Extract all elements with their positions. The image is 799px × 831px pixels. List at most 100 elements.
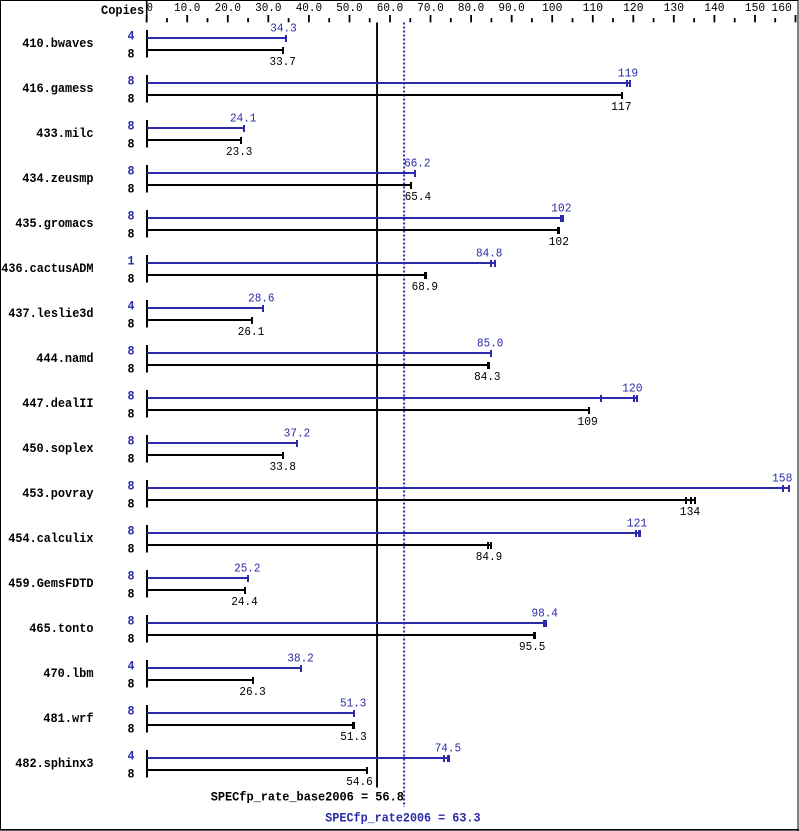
svg-text:8: 8 [128, 390, 135, 404]
svg-text:130: 130 [664, 1, 684, 15]
svg-text:8: 8 [128, 120, 135, 134]
svg-text:65.4: 65.4 [405, 190, 431, 204]
svg-text:8: 8 [128, 480, 135, 494]
svg-text:33.7: 33.7 [270, 55, 296, 69]
svg-text:8: 8 [128, 767, 135, 781]
svg-text:120: 120 [622, 381, 642, 395]
svg-text:434.zeusmp: 434.zeusmp [22, 172, 93, 186]
svg-text:482.sphinx3: 482.sphinx3 [15, 757, 93, 771]
svg-text:8: 8 [128, 497, 135, 511]
svg-text:4: 4 [128, 660, 135, 674]
svg-text:453.povray: 453.povray [22, 487, 94, 501]
svg-text:4: 4 [128, 300, 135, 314]
svg-text:416.gamess: 416.gamess [22, 82, 93, 96]
svg-text:8: 8 [128, 407, 135, 421]
svg-text:33.8: 33.8 [270, 460, 296, 474]
svg-text:121: 121 [627, 516, 647, 530]
svg-text:8: 8 [128, 92, 135, 106]
svg-text:435.gromacs: 435.gromacs [15, 217, 93, 231]
svg-text:4: 4 [128, 30, 135, 44]
svg-text:8: 8 [128, 165, 135, 179]
svg-text:450.soplex: 450.soplex [22, 442, 94, 456]
svg-text:0: 0 [147, 1, 153, 15]
svg-text:90.0: 90.0 [498, 1, 524, 15]
svg-text:8: 8 [128, 272, 135, 286]
svg-text:84.3: 84.3 [474, 370, 500, 384]
svg-text:447.dealII: 447.dealII [22, 397, 93, 411]
svg-text:8: 8 [128, 677, 135, 691]
svg-text:74.5: 74.5 [435, 741, 461, 755]
svg-text:8: 8 [128, 317, 135, 331]
svg-text:70.0: 70.0 [417, 1, 443, 15]
svg-text:8: 8 [128, 362, 135, 376]
svg-text:470.lbm: 470.lbm [43, 667, 94, 681]
svg-text:24.4: 24.4 [231, 595, 257, 609]
svg-text:8: 8 [128, 75, 135, 89]
svg-text:120: 120 [623, 1, 643, 15]
svg-text:80.0: 80.0 [458, 1, 484, 15]
svg-text:85.0: 85.0 [477, 336, 503, 350]
svg-text:100: 100 [542, 1, 562, 15]
svg-text:SPECfp_rate2006 = 63.3: SPECfp_rate2006 = 63.3 [325, 811, 480, 825]
svg-text:68.9: 68.9 [412, 280, 438, 294]
svg-text:8: 8 [128, 227, 135, 241]
svg-text:25.2: 25.2 [234, 561, 260, 575]
svg-text:437.leslie3d: 437.leslie3d [8, 307, 93, 321]
svg-text:8: 8 [128, 705, 135, 719]
svg-text:1: 1 [128, 255, 135, 269]
svg-text:26.1: 26.1 [238, 325, 264, 339]
svg-text:102: 102 [549, 235, 569, 249]
svg-text:119: 119 [618, 66, 638, 80]
svg-text:4: 4 [128, 750, 135, 764]
svg-text:8: 8 [128, 587, 135, 601]
svg-text:20.0: 20.0 [215, 1, 241, 15]
svg-text:Copies: Copies [101, 4, 144, 18]
svg-text:98.4: 98.4 [532, 606, 558, 620]
svg-text:50.0: 50.0 [336, 1, 362, 15]
svg-text:8: 8 [128, 525, 135, 539]
svg-text:54.6: 54.6 [346, 775, 372, 789]
svg-text:84.8: 84.8 [476, 246, 502, 260]
svg-text:8: 8 [128, 632, 135, 646]
svg-text:140: 140 [704, 1, 724, 15]
svg-text:8: 8 [128, 542, 135, 556]
svg-text:158: 158 [772, 471, 792, 485]
svg-text:10.0: 10.0 [174, 1, 200, 15]
svg-text:459.GemsFDTD: 459.GemsFDTD [8, 577, 94, 591]
svg-text:8: 8 [128, 182, 135, 196]
svg-text:26.3: 26.3 [239, 685, 265, 699]
svg-text:51.3: 51.3 [340, 730, 366, 744]
svg-text:51.3: 51.3 [340, 696, 366, 710]
svg-text:109: 109 [577, 415, 597, 429]
svg-text:30.0: 30.0 [255, 1, 281, 15]
svg-text:8: 8 [128, 435, 135, 449]
svg-text:410.bwaves: 410.bwaves [22, 37, 93, 51]
svg-text:134: 134 [680, 505, 700, 519]
svg-text:60.0: 60.0 [377, 1, 403, 15]
svg-text:40.0: 40.0 [296, 1, 322, 15]
svg-text:84.9: 84.9 [476, 550, 502, 564]
svg-text:481.wrf: 481.wrf [43, 712, 93, 726]
svg-text:8: 8 [128, 722, 135, 736]
svg-text:433.milc: 433.milc [36, 127, 93, 141]
svg-text:8: 8 [128, 452, 135, 466]
svg-text:454.calculix: 454.calculix [8, 532, 94, 546]
svg-text:66.2: 66.2 [404, 156, 430, 170]
svg-text:436.cactusADM: 436.cactusADM [1, 262, 93, 276]
svg-text:8: 8 [128, 345, 135, 359]
svg-text:SPECfp_rate_base2006 = 56.8: SPECfp_rate_base2006 = 56.8 [211, 791, 404, 805]
svg-text:24.1: 24.1 [230, 111, 256, 125]
svg-text:102: 102 [551, 201, 571, 215]
svg-text:8: 8 [128, 570, 135, 584]
svg-text:8: 8 [128, 137, 135, 151]
svg-text:110: 110 [583, 1, 603, 15]
svg-text:38.2: 38.2 [287, 651, 313, 665]
svg-text:160: 160 [771, 1, 791, 15]
svg-text:37.2: 37.2 [284, 426, 310, 440]
svg-text:117: 117 [611, 100, 631, 114]
svg-text:8: 8 [128, 210, 135, 224]
svg-text:444.namd: 444.namd [36, 352, 93, 366]
svg-text:465.tonto: 465.tonto [29, 622, 93, 636]
svg-text:23.3: 23.3 [226, 145, 252, 159]
svg-text:150: 150 [745, 1, 765, 15]
